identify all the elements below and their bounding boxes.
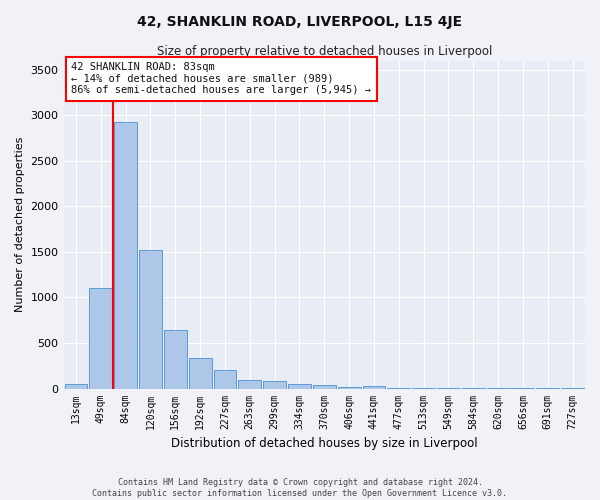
- Text: Contains HM Land Registry data © Crown copyright and database right 2024.
Contai: Contains HM Land Registry data © Crown c…: [92, 478, 508, 498]
- Bar: [114, 122, 137, 388]
- Text: 42, SHANKLIN ROAD, LIVERPOOL, L15 4JE: 42, SHANKLIN ROAD, LIVERPOOL, L15 4JE: [137, 15, 463, 29]
- Text: 42 SHANKLIN ROAD: 83sqm
← 14% of detached houses are smaller (989)
86% of semi-d: 42 SHANKLIN ROAD: 83sqm ← 14% of detache…: [71, 62, 371, 96]
- Bar: [263, 382, 286, 388]
- Bar: [338, 386, 361, 388]
- Bar: [164, 330, 187, 388]
- Bar: [65, 384, 88, 388]
- X-axis label: Distribution of detached houses by size in Liverpool: Distribution of detached houses by size …: [171, 437, 478, 450]
- Bar: [313, 386, 335, 388]
- Bar: [238, 380, 261, 388]
- Bar: [139, 250, 162, 388]
- Bar: [188, 358, 212, 388]
- Bar: [362, 386, 385, 388]
- Bar: [89, 288, 112, 388]
- Bar: [288, 384, 311, 388]
- Bar: [214, 370, 236, 388]
- Y-axis label: Number of detached properties: Number of detached properties: [15, 137, 25, 312]
- Title: Size of property relative to detached houses in Liverpool: Size of property relative to detached ho…: [157, 45, 492, 58]
